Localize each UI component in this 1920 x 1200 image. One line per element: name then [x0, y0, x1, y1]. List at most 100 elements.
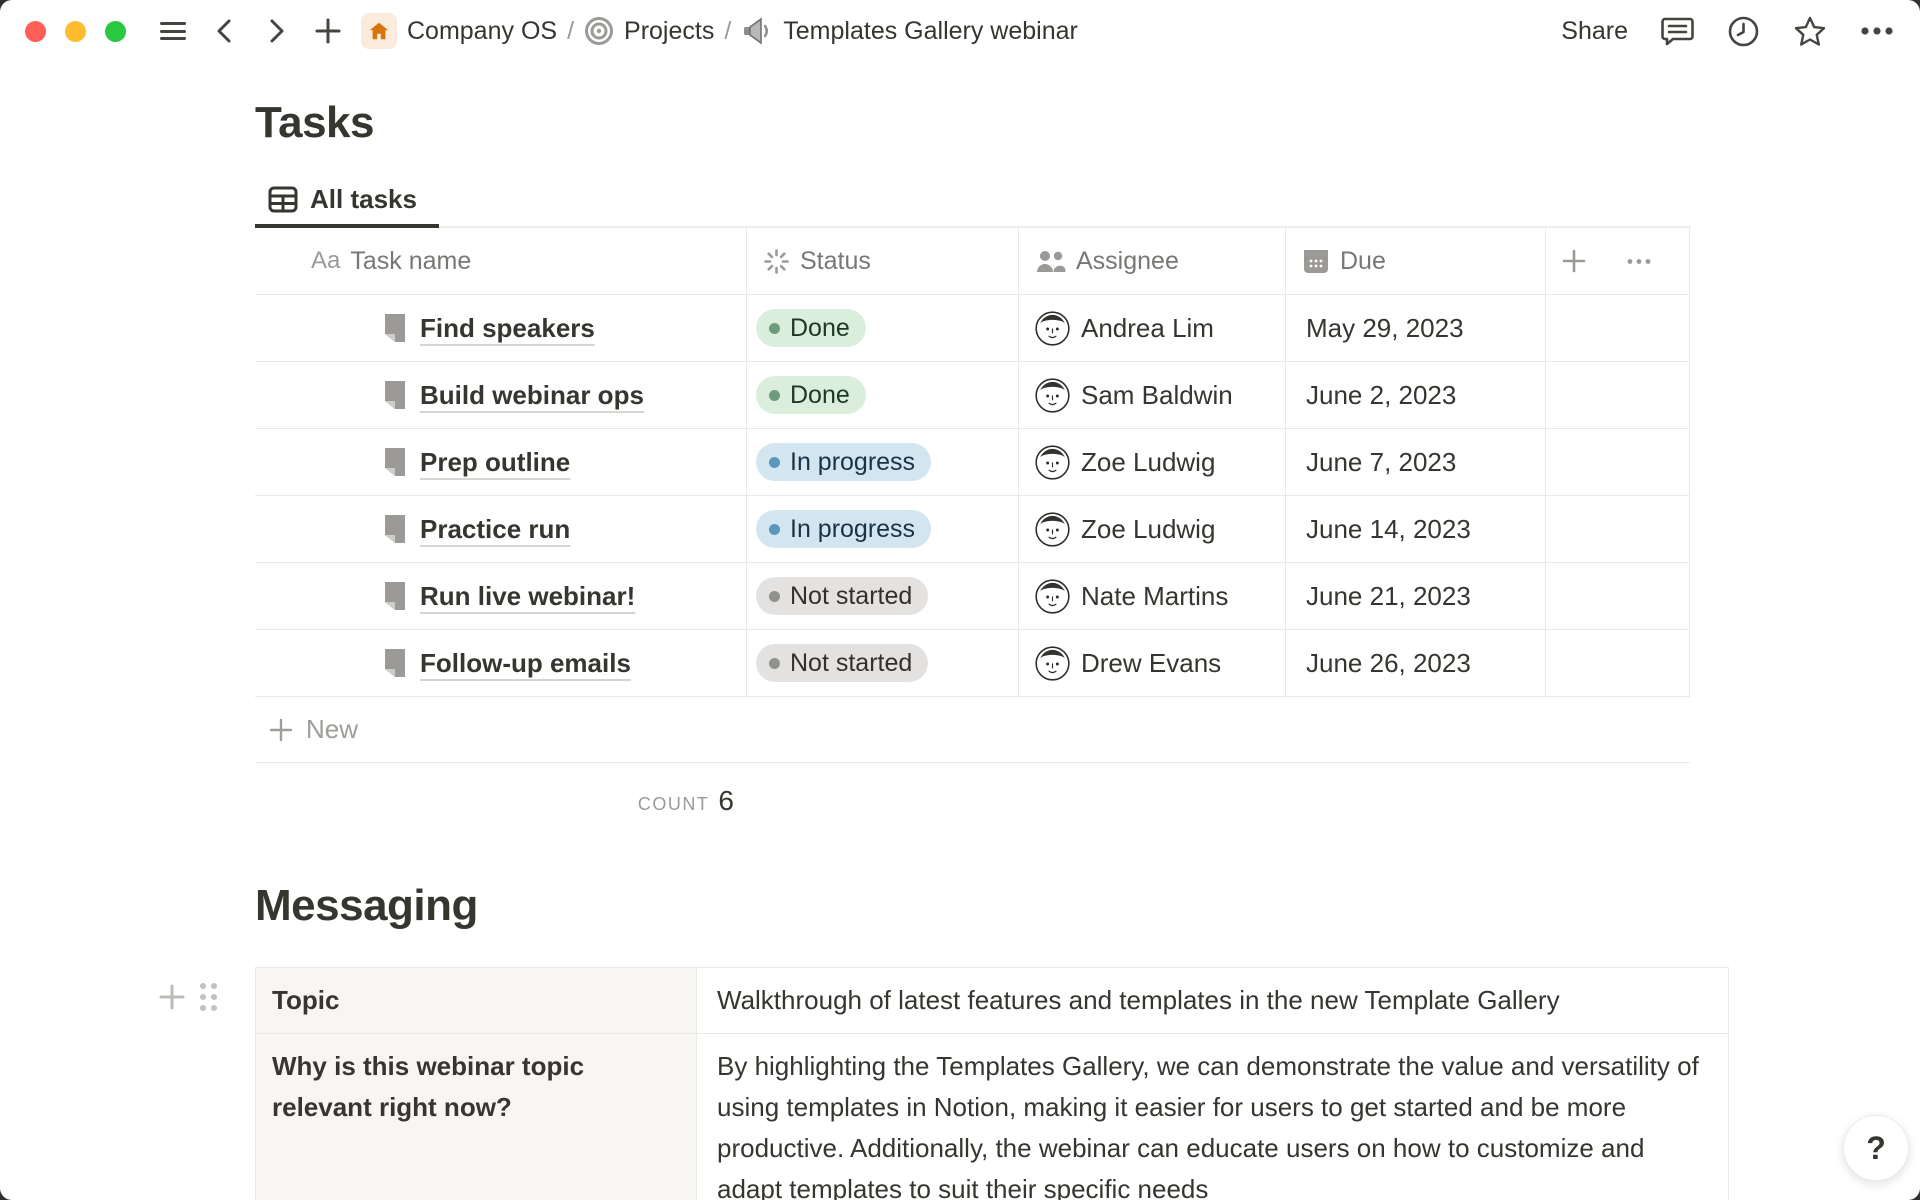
- task-name-link[interactable]: Follow-up emails: [420, 647, 631, 678]
- status-pill[interactable]: In progress: [756, 510, 932, 548]
- messaging-row-label[interactable]: Why is this webinar topic relevant right…: [256, 1034, 696, 1200]
- minimize-window-button[interactable]: [65, 20, 86, 42]
- assignee-cell[interactable]: Andrea Lim: [1018, 295, 1285, 362]
- task-name-link[interactable]: Build webinar ops: [420, 379, 644, 410]
- table-row: Run live webinar! Not started Nate Marti…: [255, 563, 1690, 630]
- task-name-link[interactable]: Prep outline: [420, 446, 571, 477]
- close-window-button[interactable]: [25, 20, 46, 42]
- column-header-due[interactable]: Due: [1285, 228, 1545, 295]
- favorite-star-icon[interactable]: [1793, 15, 1827, 48]
- table-options-icon[interactable]: [1626, 258, 1652, 265]
- assignee-cell[interactable]: Sam Baldwin: [1018, 362, 1285, 429]
- task-name-cell[interactable]: Follow-up emails: [255, 630, 746, 697]
- more-options-icon[interactable]: [1860, 26, 1894, 36]
- due-date-cell[interactable]: May 29, 2023: [1285, 295, 1545, 362]
- status-pill[interactable]: Not started: [756, 644, 929, 682]
- column-header-assignee[interactable]: Assignee: [1018, 228, 1285, 295]
- status-pill[interactable]: Done: [756, 309, 866, 347]
- task-name-link[interactable]: Run live webinar!: [420, 580, 636, 611]
- add-block-icon[interactable]: [158, 983, 186, 1011]
- speaker-icon: [741, 16, 773, 46]
- back-icon[interactable]: [213, 18, 237, 44]
- comments-icon[interactable]: [1661, 16, 1694, 47]
- breadcrumb-separator: /: [724, 16, 732, 45]
- column-header-task-name[interactable]: Aa Task name: [255, 228, 746, 295]
- share-button[interactable]: Share: [1561, 16, 1628, 45]
- status-dot-icon: [769, 657, 780, 669]
- status-pill[interactable]: Done: [756, 376, 866, 414]
- count-value: 6: [718, 785, 734, 816]
- status-label: Done: [790, 380, 850, 409]
- due-date-cell[interactable]: June 26, 2023: [1285, 630, 1545, 697]
- assignee-name: Nate Martins: [1081, 580, 1229, 611]
- page-icon: [385, 381, 405, 409]
- avatar: [1035, 377, 1070, 413]
- sidebar-menu-icon[interactable]: [160, 22, 186, 40]
- calendar-icon: [1302, 247, 1330, 275]
- status-pill[interactable]: In progress: [756, 443, 932, 481]
- breadcrumb-item-projects[interactable]: Projects: [578, 13, 720, 49]
- row-extra-cell: [1545, 295, 1690, 362]
- row-extra-cell: [1545, 429, 1690, 496]
- row-extra-cell: [1545, 563, 1690, 630]
- table-row: Practice run In progress Zoe Ludwig June…: [255, 496, 1690, 563]
- task-name-link[interactable]: Practice run: [420, 513, 571, 544]
- add-column-icon[interactable]: [1562, 249, 1586, 273]
- due-date-cell[interactable]: June 7, 2023: [1285, 429, 1545, 496]
- avatar: [1035, 645, 1070, 681]
- new-page-icon[interactable]: [315, 18, 341, 44]
- due-date-cell[interactable]: June 14, 2023: [1285, 496, 1545, 563]
- page-icon: [385, 448, 405, 476]
- breadcrumb-item-current-page[interactable]: Templates Gallery webinar: [735, 13, 1084, 49]
- status-cell[interactable]: Done: [746, 295, 1018, 362]
- status-cell[interactable]: Not started: [746, 563, 1018, 630]
- status-label: Done: [790, 313, 850, 342]
- count-label: COUNT: [637, 794, 710, 814]
- task-name-cell[interactable]: Find speakers: [255, 295, 746, 362]
- breadcrumb-label: Templates Gallery webinar: [783, 16, 1078, 45]
- status-cell[interactable]: Not started: [746, 630, 1018, 697]
- messaging-row-label[interactable]: Topic: [256, 968, 696, 1033]
- due-date-value: June 21, 2023: [1306, 580, 1471, 611]
- updates-clock-icon[interactable]: [1727, 15, 1760, 48]
- due-date-cell[interactable]: June 21, 2023: [1285, 563, 1545, 630]
- assignee-cell[interactable]: Drew Evans: [1018, 630, 1285, 697]
- assignee-name: Andrea Lim: [1081, 312, 1214, 343]
- due-date-cell[interactable]: June 2, 2023: [1285, 362, 1545, 429]
- task-name-cell[interactable]: Build webinar ops: [255, 362, 746, 429]
- new-task-row[interactable]: New: [255, 697, 1690, 763]
- status-pill[interactable]: Not started: [756, 577, 929, 615]
- task-name-link[interactable]: Find speakers: [420, 312, 595, 343]
- people-icon: [1035, 248, 1066, 274]
- row-extra-cell: [1545, 362, 1690, 429]
- status-cell[interactable]: Done: [746, 362, 1018, 429]
- messaging-row: Why is this webinar topic relevant right…: [256, 1034, 1728, 1200]
- status-cell[interactable]: In progress: [746, 496, 1018, 563]
- avatar: [1035, 578, 1070, 614]
- messaging-row-value[interactable]: By highlighting the Templates Gallery, w…: [696, 1034, 1728, 1200]
- status-dot-icon: [769, 523, 780, 535]
- breadcrumb-item-company-os[interactable]: Company OS: [355, 10, 563, 52]
- count-calculation[interactable]: COUNT 6: [255, 763, 746, 837]
- task-name-cell[interactable]: Prep outline: [255, 429, 746, 496]
- assignee-cell[interactable]: Zoe Ludwig: [1018, 496, 1285, 563]
- avatar: [1035, 511, 1070, 547]
- forward-icon[interactable]: [264, 18, 288, 44]
- assignee-name: Zoe Ludwig: [1081, 446, 1216, 477]
- plus-icon: [269, 718, 293, 741]
- zoom-window-button[interactable]: [105, 20, 126, 42]
- status-cell[interactable]: In progress: [746, 429, 1018, 496]
- task-name-cell[interactable]: Run live webinar!: [255, 563, 746, 630]
- tab-all-tasks[interactable]: All tasks: [255, 178, 439, 228]
- drag-handle-icon[interactable]: [200, 983, 217, 1011]
- status-spinner-icon: [763, 248, 790, 275]
- messaging-row-value[interactable]: Walkthrough of latest features and templ…: [696, 968, 1728, 1033]
- assignee-cell[interactable]: Zoe Ludwig: [1018, 429, 1285, 496]
- status-dot-icon: [769, 322, 780, 334]
- top-bar: Company OS / Projects /: [0, 0, 1920, 62]
- column-header-status[interactable]: Status: [746, 228, 1018, 295]
- help-button[interactable]: ?: [1843, 1115, 1909, 1181]
- task-name-cell[interactable]: Practice run: [255, 496, 746, 563]
- database-view-tabs: All tasks: [255, 178, 1690, 228]
- assignee-cell[interactable]: Nate Martins: [1018, 563, 1285, 630]
